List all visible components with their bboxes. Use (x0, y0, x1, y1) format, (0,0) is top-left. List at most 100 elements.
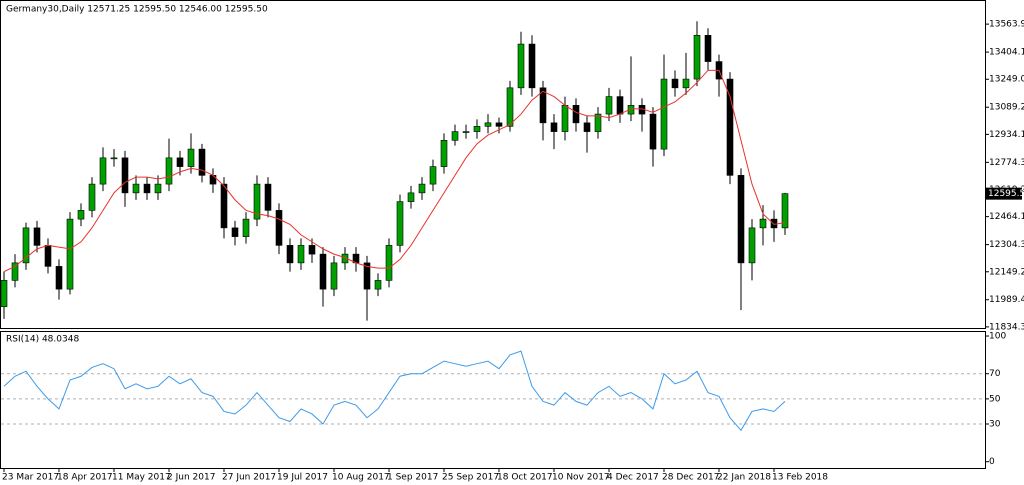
candle-body (473, 126, 481, 132)
candle-body (429, 166, 437, 185)
x-tick-label: 4 Dec 2017 (607, 473, 659, 483)
candle-body (605, 96, 613, 115)
candle-body (385, 245, 393, 281)
x-tick-label: 19 Jul 2017 (277, 473, 328, 483)
candle-body (99, 157, 107, 185)
candle-body (66, 218, 74, 290)
rsi-panel (0, 331, 986, 469)
last-price-label: 12595.50 (988, 189, 1024, 199)
rsi-line (3, 350, 786, 432)
candle-body (275, 210, 283, 246)
candle-body (528, 43, 536, 89)
candle-body (187, 148, 195, 167)
y-tick-label: 12149.20 (989, 267, 1024, 277)
candle-body (451, 131, 459, 141)
candle-body (759, 218, 767, 229)
x-tick-label: 27 Jun 2017 (222, 473, 276, 483)
candle-body (704, 35, 712, 62)
candle-body (33, 227, 41, 246)
candle-body (407, 192, 415, 202)
x-tick-label: 18 Oct 2017 (497, 473, 553, 483)
candle-body (770, 218, 778, 229)
candle-body (132, 183, 140, 194)
candle-body (649, 113, 657, 150)
y-tick-label: 13404.10 (989, 48, 1024, 58)
candle-body (165, 157, 173, 185)
y-tick-label: 11989.40 (989, 295, 1024, 305)
candle-body (462, 131, 470, 133)
candle-body (77, 210, 85, 220)
candle-body (374, 280, 382, 290)
candle-body (594, 113, 602, 132)
candle-body (88, 183, 96, 211)
candle-body (484, 122, 492, 127)
candle-body (11, 262, 19, 281)
candle-body (121, 157, 129, 194)
candle-body (143, 183, 151, 194)
candle-body (781, 193, 789, 229)
y-tick-label: 30 (989, 420, 1001, 430)
moving-average (3, 69, 786, 273)
candle-body (286, 245, 294, 264)
candle-body (737, 175, 745, 264)
x-tick-label: 10 Aug 2017 (332, 473, 390, 483)
candle-body (682, 78, 690, 89)
candle-body (110, 157, 118, 160)
candle-body (539, 87, 547, 124)
candle-body (209, 175, 217, 185)
candle-body (561, 105, 569, 132)
main-panel (0, 0, 986, 329)
y-tick-label: 100 (989, 332, 1006, 342)
y-tick-label: 12934.10 (989, 130, 1024, 140)
candle-body (242, 218, 250, 237)
candle-body (517, 43, 525, 89)
candle-body (418, 183, 426, 194)
y-tick-label: 11834.30 (989, 322, 1024, 332)
candle-body (627, 105, 635, 115)
candle-body (748, 227, 756, 264)
x-tick-label: 10 Nov 2017 (552, 473, 610, 483)
x-tick-label: 11 May 2017 (112, 473, 171, 483)
candle-body (583, 122, 591, 132)
candle-body (231, 227, 239, 237)
y-tick-label: 70 (989, 369, 1001, 379)
y-tick-label: 13089.20 (989, 103, 1024, 113)
x-tick-label: 13 Feb 2018 (772, 473, 828, 483)
candle-body (693, 35, 701, 80)
candle-body (671, 78, 679, 89)
rsi-title: RSI(14) 48.0348 (6, 335, 79, 345)
y-tick-label: 0 (989, 457, 995, 467)
candle-body (550, 122, 558, 132)
candle-body (396, 201, 404, 246)
candle-body (572, 105, 580, 124)
x-tick-label: 23 Mar 2017 (2, 473, 59, 483)
candle-body (0, 280, 8, 307)
candle-body (176, 157, 184, 167)
candle-body (220, 183, 228, 229)
candle-body (253, 183, 261, 220)
candle-body (44, 245, 52, 267)
candle-body (330, 262, 338, 290)
candle-body (55, 266, 63, 290)
candle-body (308, 245, 316, 255)
candle-body (297, 245, 305, 264)
x-tick-label: 25 Sep 2017 (442, 473, 499, 483)
candle-body (264, 183, 272, 211)
chart-title: Germany30,Daily 12571.25 12595.50 12546.… (6, 5, 268, 15)
candle-body (506, 87, 514, 127)
candle-body (363, 262, 371, 290)
candle-body (154, 183, 162, 194)
x-tick-label: 1 Sep 2017 (387, 473, 438, 483)
candle-body (198, 148, 206, 176)
candle-body (495, 122, 503, 127)
y-tick-label: 12774.30 (989, 158, 1024, 168)
x-tick-label: 18 Apr 2017 (57, 473, 113, 483)
y-tick-label: 50 (989, 394, 1001, 404)
candle-body (319, 253, 327, 290)
x-tick-label: 22 Jan 2018 (717, 473, 771, 483)
y-tick-label: 12304.30 (989, 240, 1024, 250)
candle-body (22, 227, 30, 264)
x-tick-label: 28 Dec 2017 (662, 473, 720, 483)
